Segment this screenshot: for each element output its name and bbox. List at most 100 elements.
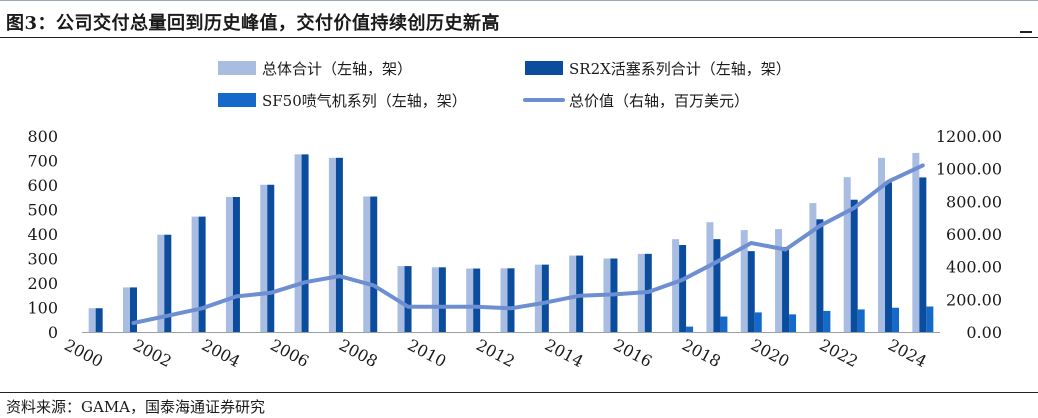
bar — [754, 312, 762, 332]
right-tick-label: 200.00 — [946, 290, 1002, 309]
bar — [431, 267, 439, 332]
bar — [473, 268, 481, 332]
bar — [466, 268, 474, 332]
title-rule — [0, 37, 1038, 38]
bar — [267, 184, 275, 332]
legend-label-1: SR2X活塞系列合计（左轴，架） — [569, 60, 791, 78]
chart: 总体合计（左轴，架） SR2X活塞系列合计（左轴，架） SF50喷气机系列（左轴，架… — [27, 60, 1002, 371]
bar — [878, 157, 886, 332]
bar — [232, 197, 240, 332]
bar — [438, 267, 446, 332]
x-tick-label: 2012 — [473, 335, 518, 371]
bar — [782, 246, 790, 332]
left-tick-label: 600 — [27, 176, 58, 195]
bar — [507, 268, 515, 332]
bar — [95, 308, 103, 332]
line-series — [131, 163, 925, 325]
title-rule-mark — [1020, 31, 1032, 33]
x-tick-label: 2004 — [199, 335, 244, 371]
right-tick-label: 1200.00 — [936, 127, 1002, 146]
legend-swatch-2 — [218, 93, 256, 107]
bar — [129, 287, 137, 332]
bar — [534, 264, 542, 332]
bar — [912, 152, 920, 332]
bar — [301, 154, 309, 332]
top-border — [0, 0, 1038, 1]
left-tick-label: 700 — [27, 152, 58, 171]
bar — [541, 264, 549, 332]
bar — [198, 216, 206, 332]
x-tick-label: 2000 — [61, 335, 106, 371]
bar — [885, 182, 893, 332]
source-note: 资料来源：GAMA，国泰海通证券研究 — [6, 398, 266, 416]
left-tick-label: 300 — [27, 250, 58, 269]
left-tick-label: 400 — [27, 225, 58, 244]
legend: 总体合计（左轴，架） SR2X活塞系列合计（左轴，架） SF50喷气机系列（左轴，架… — [218, 60, 791, 110]
bar — [850, 199, 858, 332]
bar — [686, 326, 694, 332]
x-tick-label: 2006 — [267, 335, 312, 371]
legend-label-3: 总价值（右轴，百万美元） — [569, 92, 749, 110]
bar — [679, 245, 687, 332]
bar — [328, 157, 336, 332]
right-axis: 0.00 200.00 400.00 600.00 800.00 1000.00 1200.… — [936, 127, 1002, 342]
bar — [857, 309, 865, 332]
legend-label-0: 总体合计（左轴，架） — [262, 60, 412, 78]
x-tick-label: 2024 — [885, 335, 930, 371]
bars — [88, 152, 934, 332]
x-tick-label: 2014 — [542, 335, 587, 371]
bar — [335, 157, 343, 332]
left-tick-label: 200 — [27, 274, 58, 293]
bar — [191, 216, 199, 332]
bar — [500, 268, 508, 332]
bar — [775, 229, 783, 332]
bar — [789, 314, 797, 332]
left-tick-label: 800 — [27, 127, 58, 146]
legend-label-2: SF50喷气机系列（左轴，架） — [262, 92, 467, 110]
left-axis: 0 100 200 300 400 500 600 700 800 — [27, 127, 58, 342]
bar — [157, 234, 165, 332]
right-tick-label: 0.00 — [966, 323, 1002, 342]
bar — [370, 196, 378, 332]
x-tick-label: 2010 — [405, 335, 450, 371]
bar — [720, 316, 728, 332]
bar — [88, 308, 96, 332]
source-rule — [0, 392, 1038, 393]
right-tick-label: 1000.00 — [936, 160, 1002, 179]
legend-swatch-1 — [525, 61, 563, 75]
bar — [706, 222, 714, 332]
x-tick-label: 2020 — [748, 335, 793, 371]
bar — [122, 287, 130, 332]
bar — [919, 177, 927, 332]
left-tick-label: 0 — [48, 323, 58, 342]
x-tick-label: 2008 — [336, 335, 381, 371]
right-tick-label: 600.00 — [946, 225, 1002, 244]
x-axis: 2000 2002 2004 2006 2008 2010 2012 2014 2016 2018… — [61, 332, 940, 371]
bar — [397, 266, 405, 332]
line-path — [131, 163, 925, 325]
bar — [843, 177, 851, 332]
x-tick-label: 2002 — [130, 335, 175, 371]
bar — [225, 197, 233, 332]
left-tick-label: 100 — [27, 299, 58, 318]
bar — [569, 255, 577, 332]
right-tick-label: 800.00 — [946, 192, 1002, 211]
bar — [747, 251, 755, 332]
bar — [816, 219, 824, 332]
bar — [672, 239, 680, 332]
bar — [294, 154, 302, 332]
bar — [164, 234, 172, 332]
bar — [260, 184, 268, 332]
bar — [926, 306, 934, 332]
bar — [892, 307, 900, 332]
right-tick-label: 400.00 — [946, 258, 1002, 277]
bar — [740, 230, 748, 332]
x-tick-label: 2018 — [679, 335, 724, 371]
legend-swatch-0 — [218, 61, 256, 75]
figure-title: 图3：公司交付总量回到历史峰值，交付价值持续创历史新高 — [6, 13, 501, 34]
left-tick-label: 500 — [27, 201, 58, 220]
bar — [809, 203, 817, 332]
bar — [363, 196, 371, 332]
bar — [404, 266, 412, 332]
bar — [823, 310, 831, 332]
